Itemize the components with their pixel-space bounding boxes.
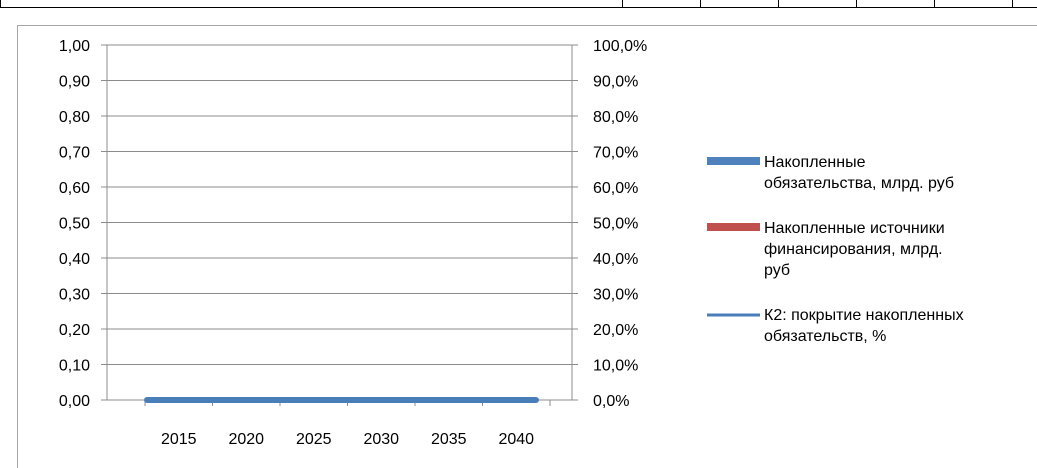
x-axis-tick-label: 2040: [498, 431, 534, 448]
legend-swatch: [707, 157, 760, 165]
right-axis-tick-label: 100,0%: [593, 38, 647, 55]
right-axis-tick-label: 50,0%: [593, 216, 638, 233]
right-axis-tick-label: 10,0%: [593, 358, 638, 375]
right-axis-tick-label: 90,0%: [593, 74, 638, 91]
table-cell-divider: [934, 0, 935, 8]
table-cell-divider: [622, 0, 623, 8]
left-axis-tick-label: 0,70: [59, 145, 90, 162]
legend-label: обязательств, %: [764, 328, 886, 345]
axes: 1,00 0,90 0,80 0,70 0,60 0,50 0,40 0,30 0,20 0,10…: [59, 38, 647, 448]
left-axis-tick-label: 0,80: [59, 109, 90, 126]
left-axis-tick-label: 0,20: [59, 322, 90, 339]
table-cell-divider: [778, 0, 779, 8]
legend-label: финансирования, млрд.: [764, 241, 943, 258]
left-axis-tick-label: 0,10: [59, 358, 90, 375]
right-axis-tick-label: 30,0%: [593, 287, 638, 304]
top-table-edge: [0, 0, 1037, 8]
legend-label: Накопленные источники: [764, 220, 945, 237]
x-axis-tick-label: 2020: [228, 431, 264, 448]
chart-area: [17, 25, 1037, 468]
left-axis-tick-label: 0,00: [59, 393, 90, 410]
right-axis-tick-label: 40,0%: [593, 251, 638, 268]
x-axis-tick-label: 2025: [296, 431, 332, 448]
table-cell-divider: [856, 0, 857, 8]
left-axis-tick-label: 0,50: [59, 216, 90, 233]
right-axis-tick-label: 70,0%: [593, 145, 638, 162]
table-cell-divider: [0, 0, 1, 8]
legend-label: руб: [764, 262, 790, 279]
left-axis-tick-label: 0,40: [59, 251, 90, 268]
legend-label: Накопленные: [764, 154, 866, 171]
left-axis-tick-label: 0,90: [59, 74, 90, 91]
legend-swatch: [707, 223, 760, 231]
right-axis-tick-label: 20,0%: [593, 322, 638, 339]
x-axis-tick-label: 2015: [161, 431, 197, 448]
left-axis-tick-label: 1,00: [59, 38, 90, 55]
x-axis-tick-label: 2030: [363, 431, 399, 448]
table-cell-divider: [1012, 0, 1013, 8]
legend-label: обязательства, млрд. руб: [764, 175, 954, 192]
right-axis-tick-label: 80,0%: [593, 109, 638, 126]
x-axis-tick-label: 2035: [431, 431, 467, 448]
right-axis-tick-label: 0,0%: [593, 393, 629, 410]
right-axis-tick-label: 60,0%: [593, 180, 638, 197]
legend-label: К2: покрытие накопленных: [764, 307, 964, 324]
legend: Накопленные обязательства, млрд. руб Накоп…: [707, 154, 964, 345]
table-cell-divider: [700, 0, 701, 8]
left-axis-tick-label: 0,60: [59, 180, 90, 197]
left-axis-tick-label: 0,30: [59, 287, 90, 304]
gridlines: [107, 44, 572, 401]
